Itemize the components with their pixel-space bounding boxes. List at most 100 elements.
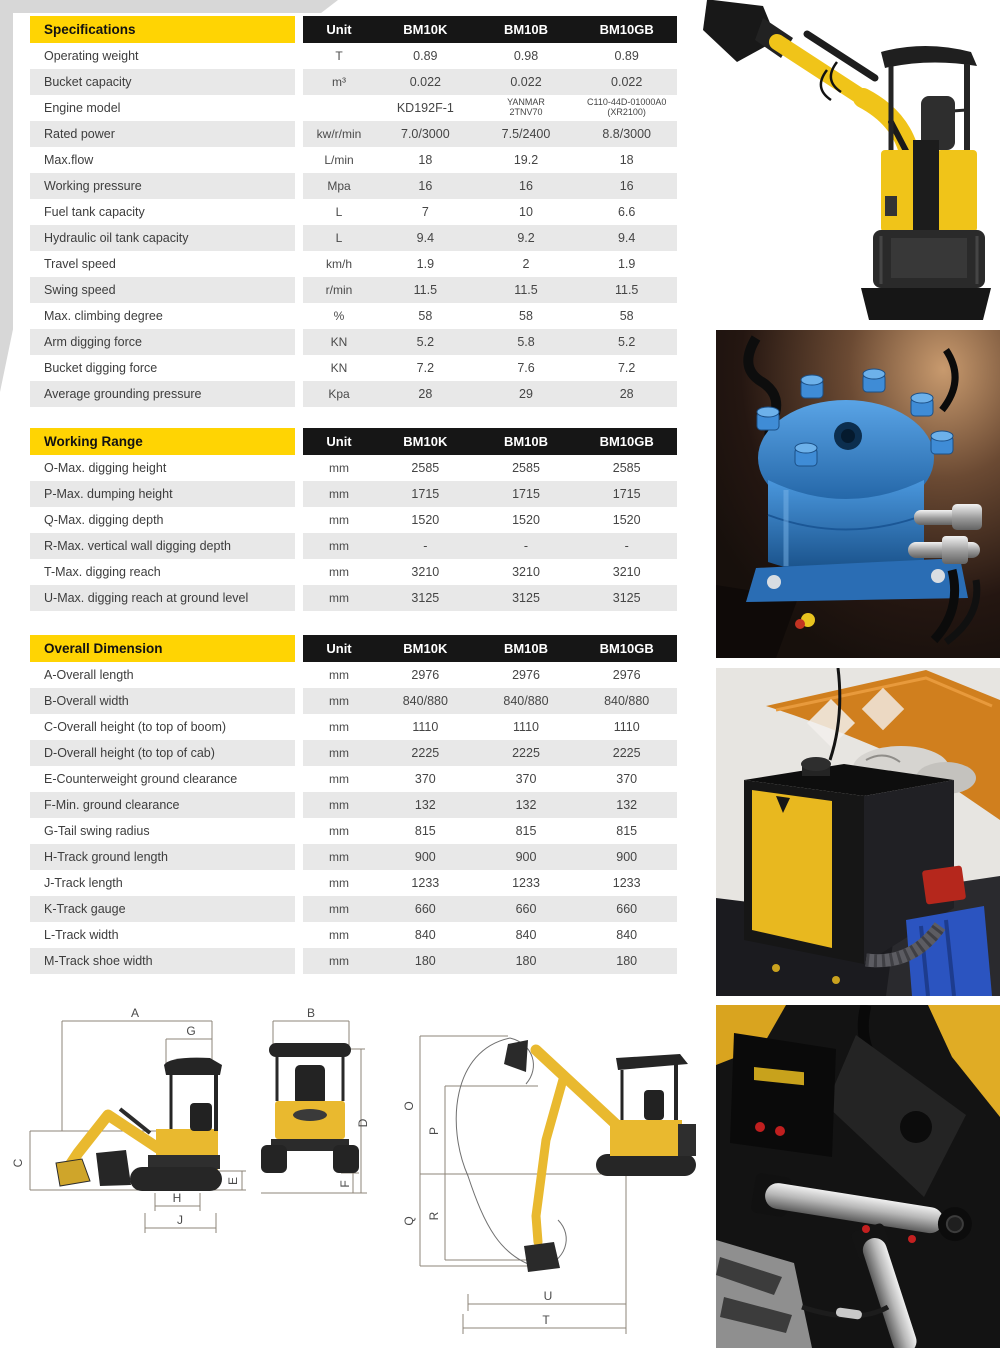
canopy-roof-shape: [616, 1054, 688, 1070]
unit-cell: mm: [329, 694, 349, 708]
value-cell: 1110: [613, 720, 640, 734]
arm-shape: [769, 34, 871, 106]
table-title: Overall Dimension: [30, 635, 295, 662]
chrome-cylinder-shape: [851, 1223, 917, 1348]
value-cell: 9.2: [517, 231, 535, 245]
unit-cell: mm: [329, 876, 349, 890]
value-cell: 7.2: [617, 361, 636, 375]
value-cell: 370: [616, 772, 638, 786]
value-cell: 58: [519, 309, 533, 323]
tables-column: Specifications Unit BM10K BM10B BM10GB Ope…: [30, 16, 677, 974]
row-label: L-Track width: [44, 928, 119, 942]
dimension-label-h: H: [173, 1191, 182, 1205]
row-label: E-Counterweight ground clearance: [44, 772, 238, 786]
unit-cell: mm: [329, 565, 349, 579]
unit-cell: %: [333, 309, 345, 323]
value-cell: 132: [515, 798, 537, 812]
row-label: M-Track shoe width: [30, 948, 295, 974]
value-cell: 660: [515, 902, 537, 916]
bucket-top-shape: [504, 1040, 528, 1072]
value-cell: 840: [616, 928, 638, 942]
value-cell: 3125: [411, 591, 440, 605]
value-cell: 660: [414, 902, 436, 916]
track-shape: [261, 1145, 287, 1173]
value-cell: C110-44D-01000A0 (XR2100): [586, 97, 667, 117]
table-row: F-Min. ground clearance mm 132 132 132: [30, 792, 677, 818]
row-label: Travel speed: [44, 257, 116, 271]
table-row: P-Max. dumping height mm 1715 1715 1715: [30, 481, 677, 507]
row-label: H-Track ground length: [30, 844, 295, 870]
value-cell: 660: [616, 902, 638, 916]
row-label: Max.flow: [44, 153, 94, 167]
dimension-label-q: Q: [402, 1216, 416, 1225]
swing-motor-photo: [716, 330, 1000, 658]
table-row: Max. climbing degree% 58 58 58: [30, 303, 677, 329]
value-cell: 5.8: [517, 335, 535, 349]
value-cell: 840/880: [503, 694, 549, 708]
value-cell: 1715: [612, 487, 641, 501]
value-cell: 1110: [412, 720, 439, 734]
bucket-shape: [55, 1158, 91, 1187]
value-cell: 7.6: [517, 361, 535, 375]
dimension-label-o: O: [402, 1101, 416, 1110]
column-header-model: BM10B: [503, 434, 549, 449]
table-row: H-Track ground length mm 900 900 900: [30, 844, 677, 870]
table-row: Arm digging force KN 5.2 5.8 5.2: [30, 329, 677, 355]
table-row: Operating weight T 0.89 0.98 0.89: [30, 43, 677, 69]
table-row: Swing speed r/min 11.5 11.5 11.5: [30, 277, 677, 303]
chrome-cylinder-shape: [751, 1173, 972, 1242]
row-label: R-Max. vertical wall digging depth: [30, 533, 295, 559]
value-cell: 16: [519, 179, 533, 193]
working-range-table: Working Range Unit BM10K BM10B BM10GB O-Ma…: [30, 428, 677, 611]
value-cell: 11.5: [413, 283, 438, 297]
table-row: Average grounding pressure Kpa 28 29 28: [30, 381, 677, 407]
row-label: G-Tail swing radius: [44, 824, 150, 838]
unit-cell: T: [335, 49, 343, 63]
unit-cell: mm: [329, 954, 349, 968]
row-label: T-Max. digging reach: [44, 565, 161, 579]
track-shape: [333, 1145, 359, 1173]
arm-down-shape: [531, 1071, 569, 1247]
value-cell: 840/880: [402, 694, 448, 708]
undercarriage-hydraulics-photo: [716, 1005, 1000, 1348]
working-range-diagram: O P Q R U T: [402, 1035, 696, 1334]
dimension-label-r: R: [427, 1211, 441, 1220]
unit-cell: mm: [329, 487, 349, 501]
value-cell: 900: [616, 850, 638, 864]
table-row: B-Overall width mm 840/880 840/880 840/880: [30, 688, 677, 714]
canopy-roof-shape: [881, 46, 977, 68]
value-cell: 18: [418, 153, 433, 167]
red-part-shape: [922, 865, 966, 905]
unit-cell: mm: [329, 746, 349, 760]
value-cell: 29: [519, 387, 533, 401]
table-row: Max.flow L/min 18 19.2 18: [30, 147, 677, 173]
value-cell: 132: [414, 798, 436, 812]
value-cell: 1520: [411, 513, 440, 527]
value-cell: 840: [515, 928, 537, 942]
table-row: A-Overall length mm 2976 2976 2976: [30, 662, 677, 688]
table-title: Working Range: [30, 428, 295, 455]
dozer-blade-shape: [96, 1150, 131, 1186]
row-label: Rated power: [30, 121, 295, 147]
column-header-model: BM10B: [503, 22, 549, 37]
unit-cell: Mpa: [327, 179, 351, 193]
value-cell: 900: [515, 850, 537, 864]
column-header-model: BM10GB: [599, 641, 654, 656]
value-cell: 2585: [411, 461, 440, 475]
value-cell: 370: [414, 772, 436, 786]
value-cell: 1.9: [617, 257, 636, 271]
column-header-model: BM10K: [403, 22, 448, 37]
value-cell: 3125: [612, 591, 641, 605]
unit-cell: mm: [329, 591, 349, 605]
table-row: L-Track width mm 840 840 840: [30, 922, 677, 948]
unit-cell: L/min: [324, 153, 354, 167]
unit-cell: mm: [329, 824, 349, 838]
value-cell: 0.89: [614, 49, 639, 63]
motor-body-shape: [768, 480, 924, 575]
value-cell: 900: [414, 850, 436, 864]
unit-cell: KN: [330, 361, 348, 375]
dimension-label-a: A: [131, 1006, 139, 1020]
row-label: Fuel tank capacity: [44, 205, 145, 219]
table-row: M-Track shoe width mm 180 180 180: [30, 948, 677, 974]
tank-yellow-panel: [752, 790, 832, 948]
